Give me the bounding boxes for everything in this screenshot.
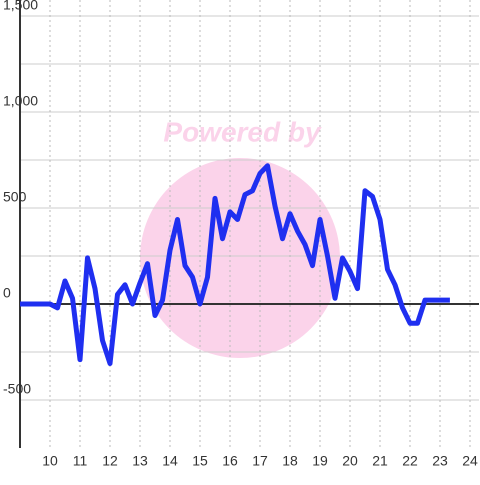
x-tick-label: 12 <box>102 453 118 469</box>
x-tick-label: 17 <box>252 453 268 469</box>
x-tick-label: 22 <box>402 453 418 469</box>
x-tick-label: 13 <box>132 453 148 469</box>
x-tick-label: 10 <box>42 453 58 469</box>
x-tick-label: 14 <box>162 453 178 469</box>
line <box>20 163 450 367</box>
x-tick-label: 11 <box>73 453 88 469</box>
x-tick-label: 19 <box>312 453 328 469</box>
x-tick-label: 18 <box>282 453 298 469</box>
x-tick-label: 20 <box>342 453 358 469</box>
x-tick-label: 23 <box>432 453 448 469</box>
watermark: Powered by <box>163 116 322 147</box>
y-tick-label: 500 <box>3 189 27 205</box>
x-tick-label: 16 <box>222 453 238 469</box>
y-tick-label: 0 <box>3 285 11 301</box>
x-tick-label: 24 <box>462 453 478 469</box>
x-tick-label: 15 <box>192 453 208 469</box>
x-tick-label: 21 <box>372 453 388 469</box>
y-tick-label: -500 <box>3 381 31 397</box>
